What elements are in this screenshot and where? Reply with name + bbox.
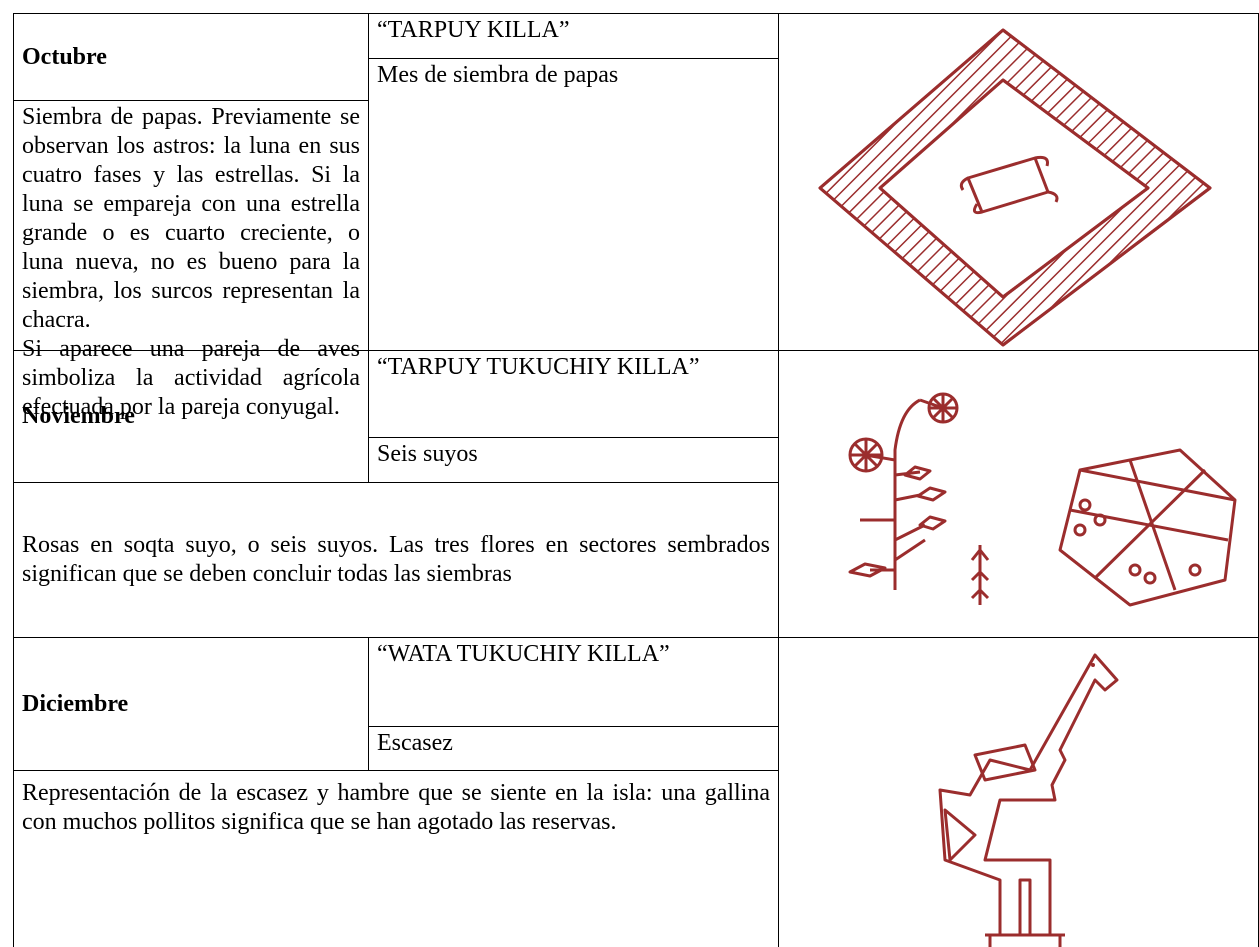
month: Noviembre [13,350,368,482]
title: “TARPUY KILLA” [368,13,778,58]
image-column [778,13,1259,947]
paragraph: Rosas en soqta suyo, o seis suyos. Las t… [22,532,770,587]
divider [778,637,1259,638]
month: Diciembre [13,637,368,770]
title: “WATA TUKUCHIY KILLA” [368,637,778,726]
paragraph: Representación de la escasez y hambre qu… [22,780,770,835]
divider [368,100,369,350]
paragraph: Si aparece una pareja de aves simboliza … [22,336,360,420]
subtitle: Escasez [368,726,778,770]
sectors-drawing [848,392,1237,607]
subtitle: Seis suyos [368,437,778,482]
paragraph: Siembra de papas. Previamente se observa… [22,104,360,333]
field-drawing [818,28,1212,347]
title: “TARPUY TUKUCHIY KILLA” [368,350,778,437]
description: Rosas en soqta suyo, o seis suyos. Las t… [13,482,778,637]
description: Representación de la escasez y hambre qu… [13,770,778,947]
subtitle: Mes de siembra de papas [368,58,778,100]
hen-drawing [938,653,1119,947]
divider [778,350,1259,351]
month: Octubre [13,13,368,100]
description: Siembra de papas. Previamente se observa… [13,100,368,420]
